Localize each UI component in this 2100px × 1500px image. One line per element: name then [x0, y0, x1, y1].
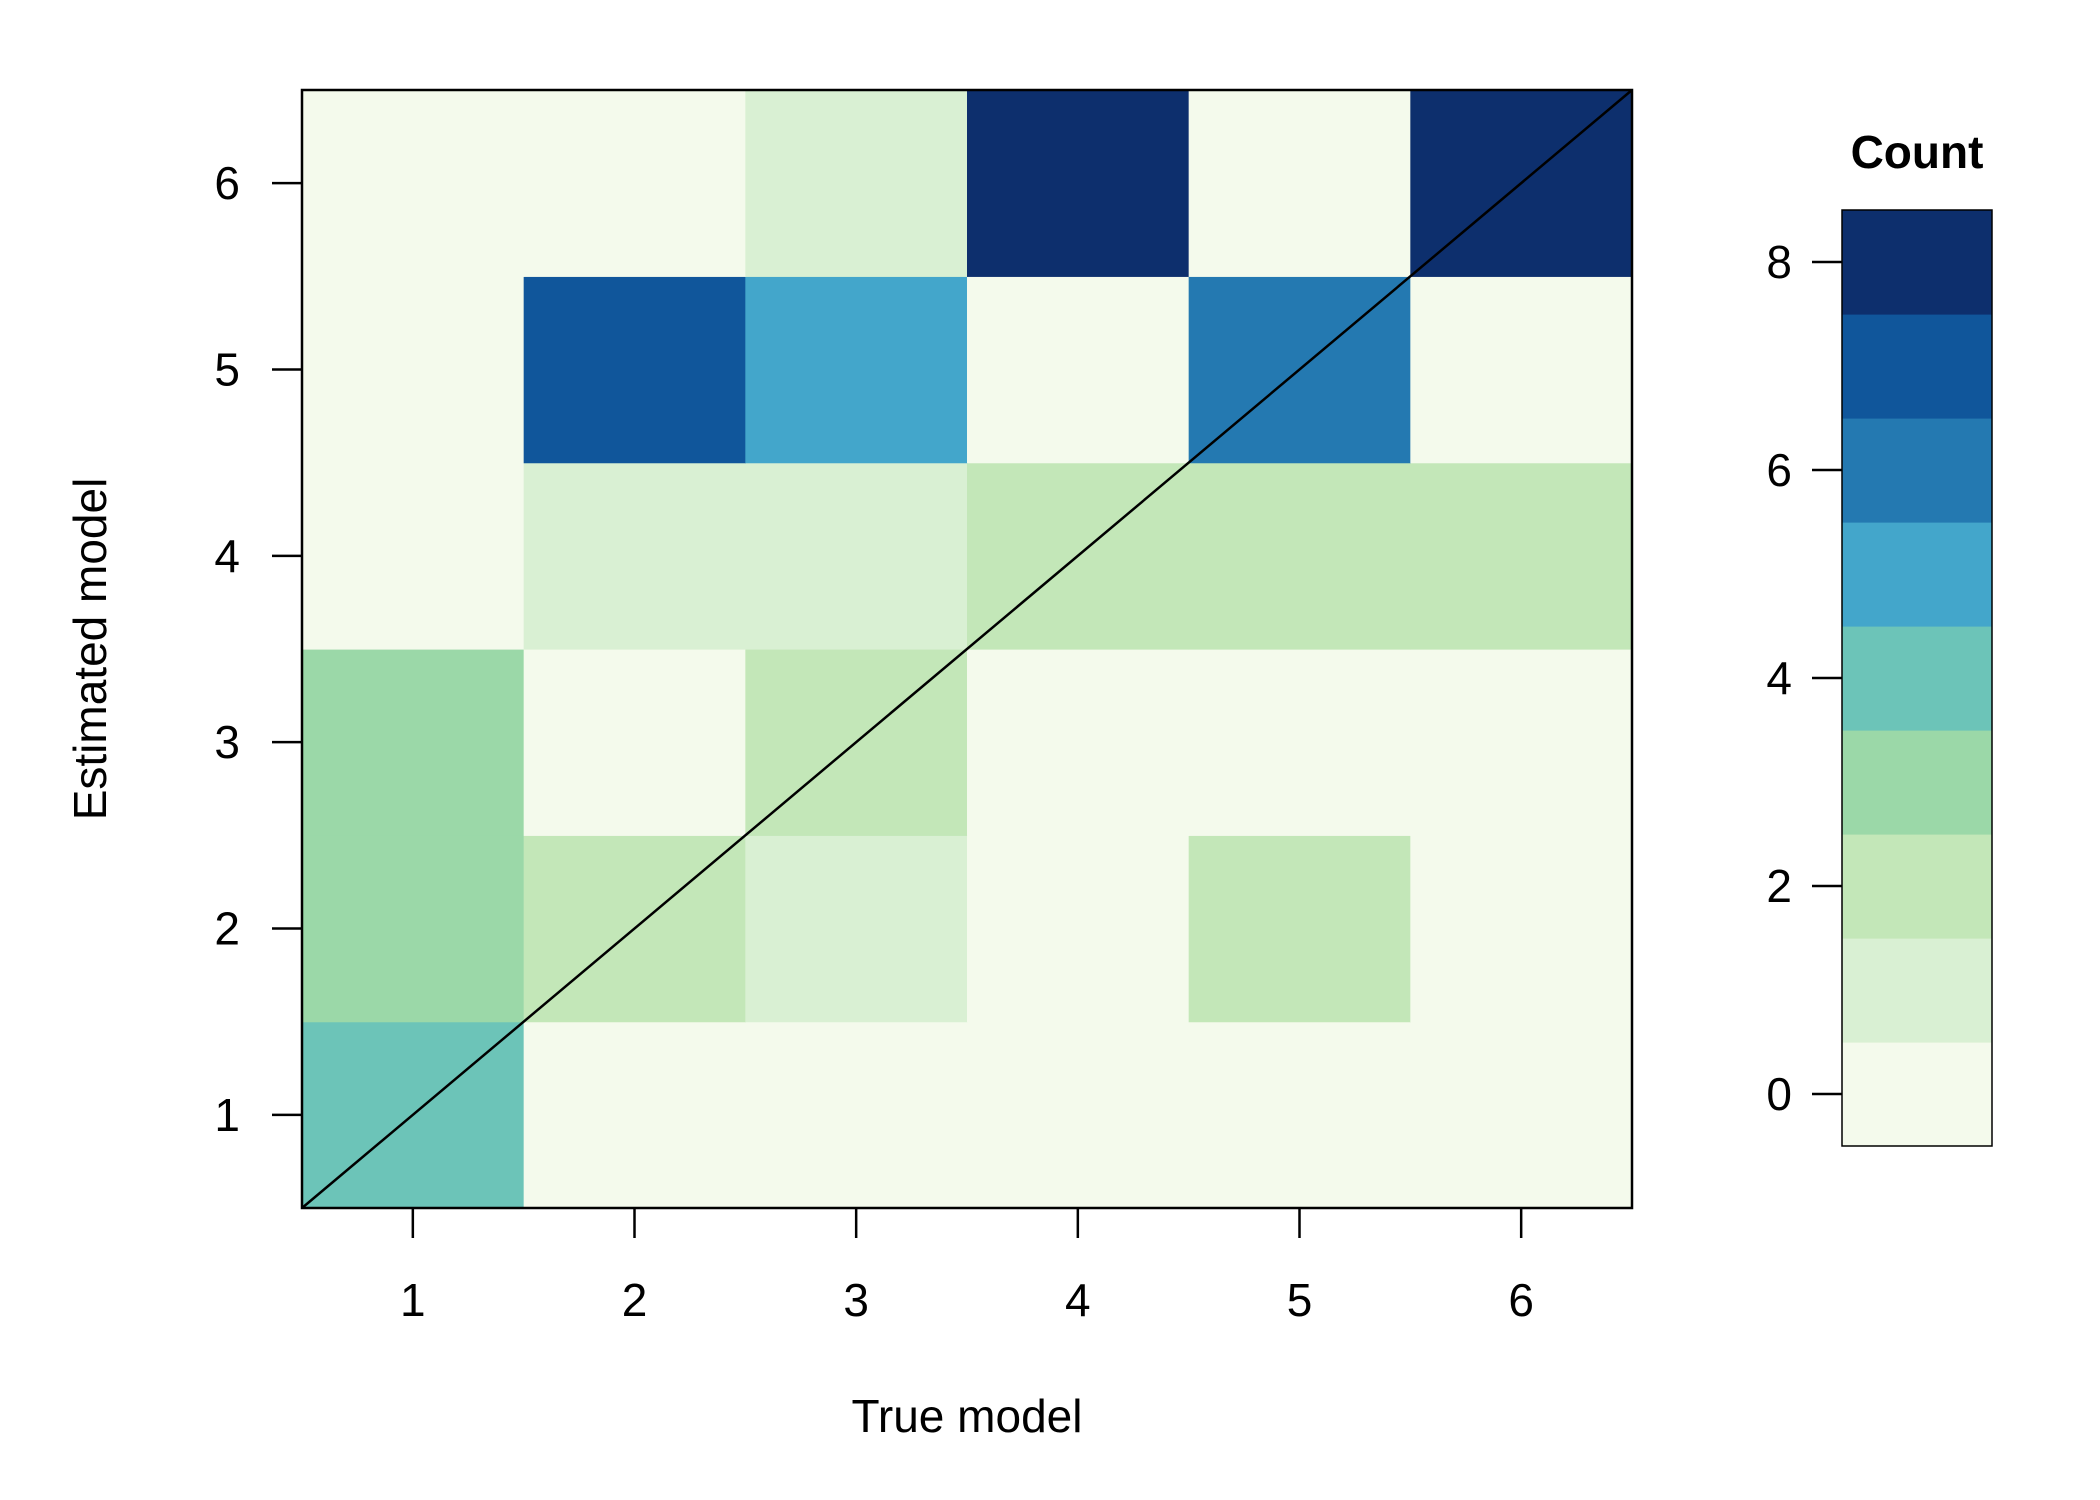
- y-axis-tick-label: 3: [214, 716, 240, 768]
- x-axis-tick-label: 1: [400, 1274, 426, 1326]
- x-axis-tick-label: 6: [1508, 1274, 1534, 1326]
- legend-title: Count: [1851, 126, 1984, 178]
- legend-swatch: [1842, 938, 1992, 1043]
- legend-swatch: [1842, 314, 1992, 419]
- legend-tick-label: 0: [1766, 1068, 1792, 1120]
- y-axis-tick-label: 1: [214, 1089, 240, 1141]
- heatmap-cell: [302, 462, 525, 650]
- heatmap-cells: [302, 90, 1633, 1209]
- heatmap-cell: [967, 1021, 1190, 1209]
- heatmap-cell: [967, 649, 1190, 836]
- heatmap-cell: [1188, 1021, 1411, 1209]
- x-axis-tick-label: 3: [843, 1274, 869, 1326]
- heatmap-cell: [967, 90, 1190, 277]
- y-axis-label: Estimated model: [64, 478, 116, 821]
- legend-tick-label: 2: [1766, 860, 1792, 912]
- heatmap-cell: [745, 1021, 968, 1209]
- heatmap-cell: [745, 90, 968, 277]
- heatmap-cell: [523, 276, 746, 464]
- y-axis-tick-label: 2: [214, 903, 240, 955]
- heatmap-cell: [1188, 649, 1411, 836]
- legend-swatch: [1842, 730, 1992, 835]
- legend-swatch: [1842, 210, 1992, 315]
- heatmap-cell: [302, 835, 525, 1023]
- x-axis-tick-label: 4: [1065, 1274, 1091, 1326]
- x-axis-tick-label: 2: [622, 1274, 648, 1326]
- x-axis-label: True model: [852, 1390, 1083, 1442]
- y-axis-tick-label: 6: [214, 157, 240, 209]
- heatmap-cell: [1188, 90, 1411, 277]
- legend-swatch: [1842, 522, 1992, 627]
- legend-swatch: [1842, 1042, 1992, 1147]
- legend-swatch: [1842, 834, 1992, 939]
- heatmap-cell: [302, 649, 525, 836]
- legend-tick-label: 6: [1766, 444, 1792, 496]
- y-axis: 1 2 3 4 5 6: [214, 157, 302, 1141]
- heatmap-cell: [1410, 835, 1633, 1023]
- heatmap-cell: [523, 1021, 746, 1209]
- legend-swatch: [1842, 418, 1992, 523]
- heatmap-cell: [302, 276, 525, 464]
- y-axis-tick-label: 4: [214, 530, 240, 582]
- heatmap-cell: [1188, 835, 1411, 1023]
- heatmap-cell: [523, 90, 746, 277]
- heatmap-cell: [745, 276, 968, 464]
- heatmap-cell: [523, 462, 746, 650]
- heatmap-cell: [1188, 462, 1411, 650]
- heatmap-cell: [523, 649, 746, 836]
- heatmap-cell: [967, 835, 1190, 1023]
- heatmap-cell: [1410, 1021, 1633, 1209]
- plot-frame: [300, 88, 1634, 1210]
- legend-tick-label: 8: [1766, 236, 1792, 288]
- heatmap-cell: [745, 462, 968, 650]
- legend-swatch: [1842, 626, 1992, 731]
- heatmap-cell: [1410, 462, 1633, 650]
- heatmap-cell: [745, 835, 968, 1023]
- color-legend: 0 2 4 6 8: [1766, 209, 1993, 1147]
- x-axis: 1 2 3 4 5 6: [400, 1208, 1534, 1326]
- heatmap-cell: [302, 90, 525, 277]
- x-axis-tick-label: 5: [1287, 1274, 1313, 1326]
- legend-tick-label: 4: [1766, 652, 1792, 704]
- y-axis-tick-label: 5: [214, 344, 240, 396]
- heatmap-cell: [1410, 649, 1633, 836]
- heatmap-cell: [1410, 276, 1633, 464]
- heatmap-cell: [967, 276, 1190, 464]
- diagonal-line: [301, 89, 1633, 1209]
